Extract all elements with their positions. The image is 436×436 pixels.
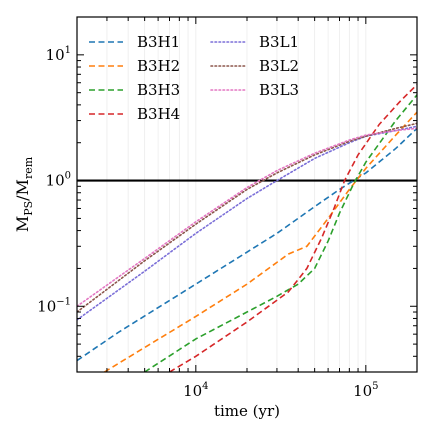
legend: B3H1 B3H2 B3H3 B3H4 B3L1 B3L2 B3L3 (89, 33, 299, 123)
legend-label-b3h4: B3H4 (137, 105, 180, 123)
series-line-b3l3 (77, 127, 417, 308)
legend-label-b3l3: B3L3 (259, 81, 299, 99)
x-tick-label: 104 (183, 381, 208, 400)
y-tick-label: 101 (46, 45, 71, 64)
y-tick-label: 100 (46, 171, 71, 190)
legend-label-b3l1: B3L1 (259, 33, 299, 51)
tick-labels: 104 105 10−1 100 101 (37, 45, 378, 400)
y-axis-label: MPS/Mrem (13, 156, 35, 232)
y-tick-label: 10−1 (37, 296, 71, 315)
x-axis-label: time (yr) (214, 402, 280, 420)
x-tick-label: 105 (353, 381, 378, 400)
legend-label-b3h3: B3H3 (137, 81, 180, 99)
series-group (77, 84, 417, 372)
series-line-b3h3 (144, 94, 417, 372)
legend-label-b3h2: B3H2 (137, 57, 180, 75)
series-line-b3h1 (77, 127, 417, 362)
legend-label-b3l2: B3L2 (259, 57, 299, 75)
ticks (76, 16, 418, 373)
series-line-b3h4 (169, 84, 417, 372)
series-line-b3l1 (77, 125, 417, 321)
legend-label-b3h1: B3H1 (137, 33, 180, 51)
series-line-b3h2 (104, 111, 417, 372)
minor-grid (76, 17, 418, 372)
